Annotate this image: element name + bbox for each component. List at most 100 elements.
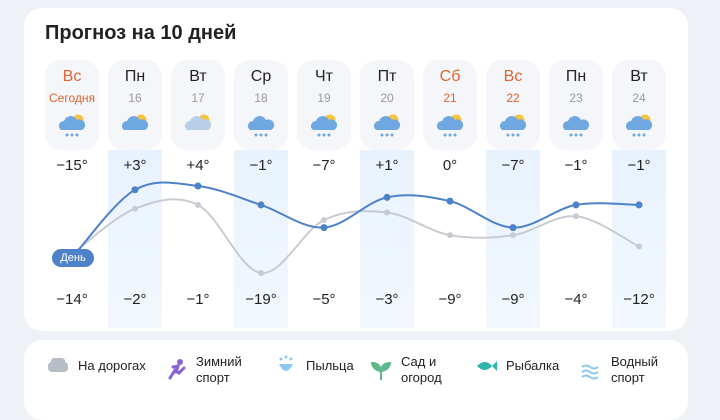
day-point	[320, 224, 328, 232]
night-temp: −1°	[186, 291, 210, 308]
night-temp: −19°	[245, 291, 277, 308]
activity-label: Рыбалка	[506, 358, 560, 373]
snowflake	[642, 133, 646, 137]
column-highlight	[108, 150, 162, 328]
column-highlight	[360, 150, 414, 328]
day-point	[635, 201, 643, 209]
snowflake	[579, 133, 583, 137]
weather-icon	[185, 114, 212, 130]
cloud	[59, 116, 86, 130]
night-temp: −9°	[501, 291, 525, 308]
activity[interactable]: На дорогах	[46, 354, 146, 378]
day-temp: −1°	[564, 157, 588, 174]
cloud	[122, 116, 149, 130]
snowflake	[75, 133, 79, 137]
night-point	[195, 201, 201, 208]
activity[interactable]: Сад и огород	[369, 354, 465, 386]
activity-label: Зимний спорт	[196, 354, 242, 385]
day-date: 20	[380, 91, 394, 105]
day-name: Вт	[630, 68, 648, 85]
day-header[interactable]	[171, 60, 225, 150]
activity-label: Сад и огород	[401, 354, 442, 385]
cloud	[563, 116, 590, 130]
day-name: Пн	[565, 68, 587, 85]
day-point	[194, 182, 202, 190]
snowflake	[516, 133, 520, 137]
snowflake	[453, 133, 457, 137]
activity[interactable]: Зимний спорт	[164, 354, 260, 386]
snowflake	[327, 133, 331, 137]
cloud	[374, 116, 401, 130]
snowflake	[506, 133, 510, 137]
snowflake	[390, 133, 394, 137]
day-temp: 0°	[442, 157, 458, 174]
activity-label: На дорогах	[78, 358, 146, 373]
activity-label: Водный спорт	[611, 354, 658, 385]
cloud	[626, 116, 653, 130]
weather-icon	[248, 116, 275, 137]
day-point	[572, 201, 580, 209]
activity-icon	[168, 359, 186, 380]
column-highlight	[486, 150, 540, 328]
day-temp: +4°	[186, 157, 210, 174]
snowflake	[443, 133, 447, 137]
weather-icon	[59, 114, 86, 137]
snowflake	[637, 133, 641, 137]
day-date: 24	[632, 91, 646, 105]
column-highlight	[234, 150, 288, 328]
activity[interactable]: Водный спорт	[579, 354, 675, 386]
night-point	[258, 270, 264, 276]
snowflake	[317, 133, 321, 137]
night-point	[573, 213, 579, 220]
day-header[interactable]	[108, 60, 162, 150]
snowflake	[70, 133, 74, 137]
night-line	[71, 198, 640, 275]
cloud	[311, 116, 338, 130]
activity-icon	[477, 361, 497, 371]
night-point	[447, 232, 453, 239]
night-point	[132, 205, 138, 212]
activities-card: На дорогах Зимний спорт Пыльца Сад и огород…	[24, 340, 688, 420]
day-name: Чт	[315, 68, 333, 85]
cloud	[499, 116, 527, 130]
night-point	[321, 217, 327, 224]
day-point	[131, 186, 139, 194]
day-line	[71, 181, 640, 259]
night-temp: −12°	[623, 291, 655, 308]
activity[interactable]: Пыльца	[274, 354, 354, 378]
day-date: 16	[128, 91, 142, 105]
activity[interactable]: Рыбалка	[474, 354, 559, 378]
activity-icon	[370, 361, 392, 380]
day-name: Пн	[124, 68, 146, 85]
day-date: 18	[254, 91, 268, 105]
activity-icon	[48, 358, 68, 372]
weather-icon	[499, 114, 527, 137]
snowflake	[569, 133, 573, 137]
day-point	[446, 197, 454, 205]
weather-icon	[437, 114, 464, 137]
activity-icon	[279, 355, 293, 371]
snowflake	[322, 133, 326, 137]
night-temp: −14°	[56, 291, 88, 308]
snowflake	[254, 133, 258, 137]
weather-icon	[626, 114, 653, 137]
title: Прогноз на 10 дней	[45, 22, 237, 44]
day-temp: −1°	[249, 157, 273, 174]
day-date: Сегодня	[49, 91, 95, 105]
night-point	[636, 243, 642, 250]
night-temp: −9°	[438, 291, 462, 308]
day-point	[509, 224, 517, 232]
day-temp: +3°	[123, 157, 147, 174]
day-name: Вс	[62, 68, 82, 85]
day-name: Вт	[189, 68, 207, 85]
weather-icon	[311, 114, 338, 137]
cloud	[437, 116, 464, 130]
snowflake	[259, 133, 263, 137]
day-date: 22	[506, 91, 520, 105]
snowflake	[380, 133, 384, 137]
day-date: 23	[569, 91, 583, 105]
day-temp: −1°	[627, 157, 651, 174]
night-point	[510, 232, 516, 239]
activity-icon	[581, 364, 599, 380]
night-point	[384, 209, 390, 216]
